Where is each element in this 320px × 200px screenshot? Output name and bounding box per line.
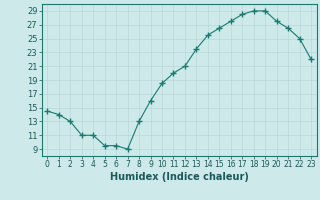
X-axis label: Humidex (Indice chaleur): Humidex (Indice chaleur) <box>110 172 249 182</box>
